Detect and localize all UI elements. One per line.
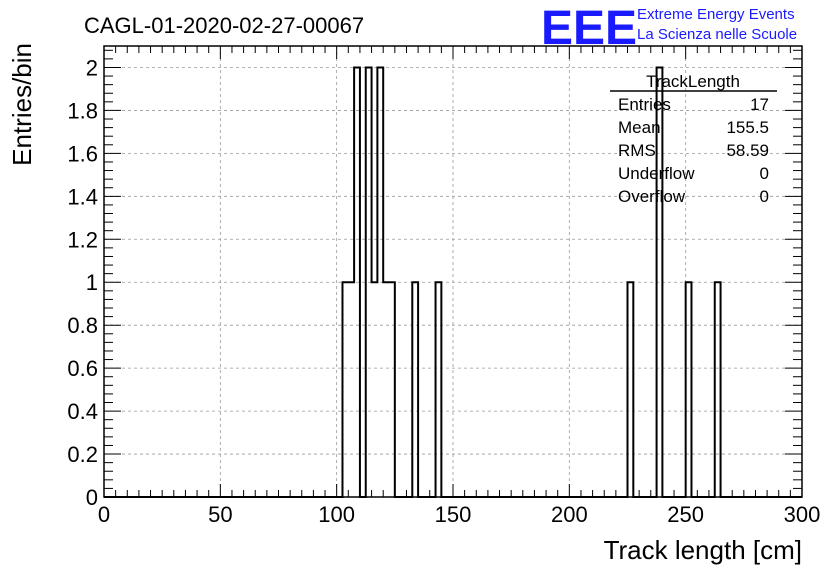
x-tick-label: 50 (208, 502, 232, 527)
y-tick-label: 0.2 (67, 442, 98, 467)
y-tick-label: 0.4 (67, 399, 98, 424)
logo-line-1: Extreme Energy Events (637, 6, 795, 23)
axes (103, 45, 803, 498)
y-tick-label: 0 (86, 485, 98, 510)
stats-mean-label: Mean (618, 118, 661, 137)
stats-box: TrackLength Entries 17 Mean 155.5 RMS 58… (610, 72, 777, 206)
stats-underflow-value: 0 (760, 164, 769, 183)
y-tick-label: 0.8 (67, 313, 98, 338)
x-tick-label: 0 (98, 502, 110, 527)
y-tick-label: 1 (86, 270, 98, 295)
x-tick-labels: 0 50 100 150 200 250 300 (98, 502, 820, 527)
y-tick-label: 1.2 (67, 227, 98, 252)
y-tick-label: 1.8 (67, 98, 98, 123)
stats-mean-value: 155.5 (726, 118, 769, 137)
logo-line-2: La Scienza nelle Scuole (637, 26, 797, 43)
eee-logo: EEE (541, 2, 637, 55)
y-tick-label: 1.6 (67, 141, 98, 166)
grid-lines (103, 46, 803, 498)
x-tick-label: 150 (435, 502, 472, 527)
chart-title: CAGL-01-2020-02-27-00067 (84, 13, 364, 38)
stats-entries-value: 17 (750, 95, 769, 114)
histogram-bar (348, 282, 354, 497)
stats-rms-label: RMS (618, 141, 656, 160)
stats-rms-value: 58.59 (726, 141, 769, 160)
x-axis-label: Track length [cm] (604, 535, 802, 565)
y-axis-label: Entries/bin (7, 43, 37, 166)
y-tick-labels: 0 0.2 0.4 0.6 0.8 1 1.2 1.4 1.6 1.8 2 (67, 55, 98, 510)
x-tick-label: 250 (667, 502, 704, 527)
stats-underflow-label: Underflow (618, 164, 695, 183)
y-tick-label: 1.4 (67, 184, 98, 209)
histogram-bar (372, 282, 378, 497)
stats-overflow-value: 0 (760, 187, 769, 206)
histogram-bar (383, 282, 389, 497)
x-tick-label: 300 (784, 502, 821, 527)
y-tick-label: 2 (86, 55, 98, 80)
stats-overflow-label: Overflow (618, 187, 686, 206)
x-tick-label: 200 (551, 502, 588, 527)
stats-box-title: TrackLength (646, 72, 740, 91)
x-tick-label: 100 (318, 502, 355, 527)
stats-entries-label: Entries (618, 95, 671, 114)
y-tick-label: 0.6 (67, 356, 98, 381)
